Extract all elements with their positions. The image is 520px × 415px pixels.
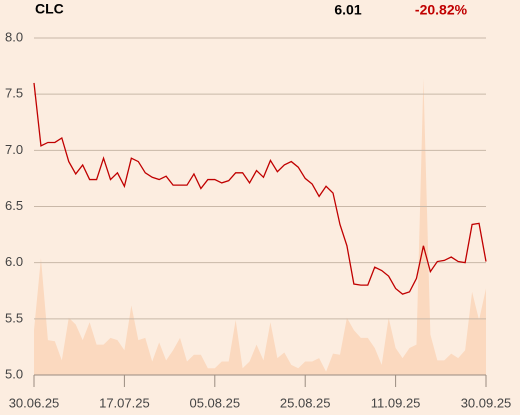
x-tick-label: 30.09.25 xyxy=(461,395,512,410)
price-line xyxy=(33,82,487,295)
volume-area xyxy=(34,78,486,375)
y-tick-label: 5.0 xyxy=(5,366,23,381)
x-tick-label: 05.08.25 xyxy=(189,395,240,410)
x-tick-label: 30.06.25 xyxy=(9,395,60,410)
y-tick-label: 8.0 xyxy=(5,29,23,44)
y-tick-label: 5.5 xyxy=(5,310,23,325)
last-price: 6.01 xyxy=(334,2,361,18)
x-tick-label: 25.08.25 xyxy=(280,395,331,410)
symbol: CLC xyxy=(35,1,64,17)
x-tick-label: 17.07.25 xyxy=(99,395,150,410)
change: -20.82% xyxy=(415,2,468,18)
y-tick-label: 7.5 xyxy=(5,86,23,101)
y-tick-label: 7.0 xyxy=(5,142,23,157)
y-tick-label: 6.5 xyxy=(5,198,23,213)
x-tick-label: 11.09.25 xyxy=(371,395,421,410)
y-tick-label: 6.0 xyxy=(5,254,23,269)
